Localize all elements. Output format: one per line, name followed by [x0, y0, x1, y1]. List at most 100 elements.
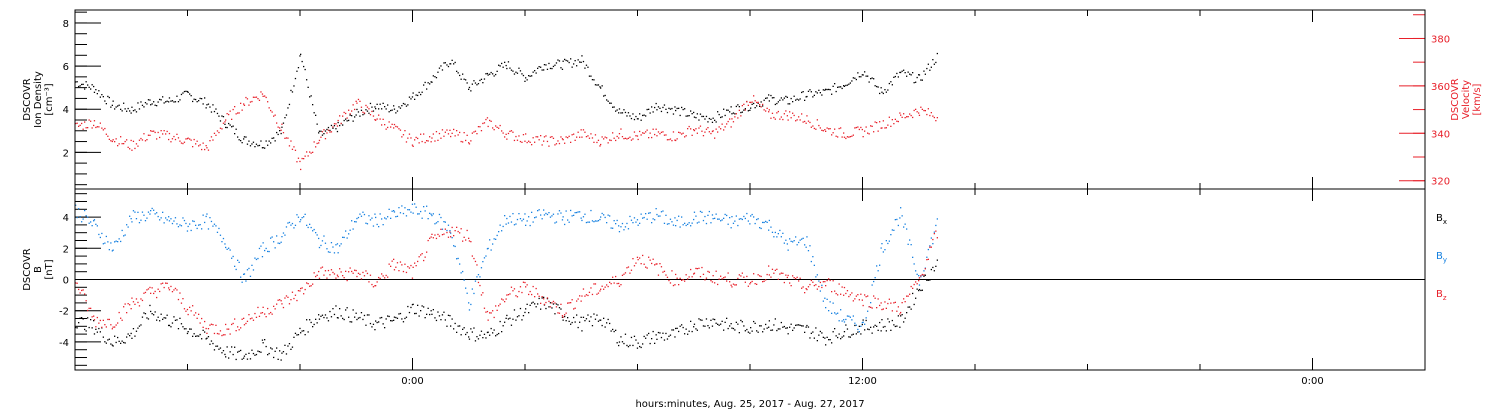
- velocity-point: [362, 111, 364, 113]
- density-point: [926, 67, 928, 70]
- by-point: [923, 270, 925, 272]
- density-point: [632, 113, 634, 115]
- density-point: [138, 108, 141, 110]
- by-point: [521, 220, 523, 222]
- bz-point: [76, 282, 78, 284]
- bx-point: [915, 297, 917, 299]
- velocity-point: [407, 137, 409, 139]
- velocity-point: [485, 118, 487, 121]
- bx-point: [473, 327, 475, 329]
- bz-point: [162, 282, 164, 284]
- density-point: [93, 85, 95, 88]
- density-point: [287, 107, 289, 109]
- velocity-point: [398, 128, 400, 130]
- bx-point: [449, 315, 451, 317]
- density-point: [720, 116, 722, 119]
- velocity-point: [554, 144, 556, 146]
- velocity-point: [812, 125, 814, 127]
- density-point: [202, 103, 204, 105]
- by-point: [451, 237, 453, 239]
- by-point: [166, 219, 168, 221]
- bx-point: [426, 313, 428, 315]
- by-point: [855, 324, 857, 326]
- velocity-point: [753, 95, 755, 97]
- by-point: [130, 218, 132, 220]
- bx-point: [147, 318, 150, 320]
- bz-point: [870, 306, 872, 308]
- bx-point: [688, 330, 690, 332]
- by-point: [441, 228, 444, 230]
- by-point: [588, 221, 591, 223]
- bz-point: [675, 273, 677, 276]
- by-point: [607, 214, 609, 216]
- bx-point: [417, 304, 419, 306]
- by-point: [655, 208, 657, 210]
- density-point: [807, 90, 810, 92]
- bz-point: [463, 236, 465, 238]
- density-point: [915, 81, 917, 83]
- by-point: [756, 218, 758, 221]
- by-point: [681, 216, 683, 218]
- bz-point: [168, 287, 170, 289]
- bx-point: [82, 318, 84, 320]
- by-point: [796, 244, 798, 246]
- by-point: [678, 215, 680, 217]
- density-point: [366, 110, 369, 112]
- density-point: [107, 95, 109, 98]
- density-point: [459, 74, 461, 77]
- by-point: [294, 224, 297, 226]
- density-point: [434, 76, 436, 78]
- density-point: [782, 99, 784, 101]
- bz-point: [499, 303, 501, 305]
- bz-point: [300, 287, 302, 290]
- bz-point: [95, 326, 97, 328]
- legend-label: B: [1436, 289, 1443, 300]
- bz-point: [430, 236, 432, 238]
- density-point: [268, 140, 270, 142]
- bx-point: [735, 321, 737, 323]
- by-point: [779, 229, 781, 232]
- density-point: [101, 94, 103, 96]
- bx-point: [219, 347, 222, 349]
- velocity-point: [783, 113, 785, 115]
- by-point: [585, 221, 588, 224]
- by-point: [440, 216, 442, 219]
- bx-point: [159, 320, 161, 322]
- velocity-point: [890, 125, 892, 127]
- velocity-point: [904, 117, 906, 119]
- by-point: [382, 224, 384, 226]
- velocity-point: [528, 140, 530, 142]
- velocity-point: [417, 137, 419, 140]
- by-point: [204, 221, 206, 224]
- by-point: [912, 256, 914, 258]
- bx-point: [522, 315, 525, 317]
- by-point: [407, 209, 409, 211]
- bz-point: [333, 273, 336, 275]
- axis-title-line: DSCOVR: [1450, 78, 1461, 121]
- bz-point: [711, 281, 714, 283]
- density-point: [714, 119, 716, 121]
- by-point: [671, 221, 673, 223]
- density-point: [423, 84, 425, 86]
- by-point: [774, 231, 776, 234]
- velocity-point: [297, 157, 300, 159]
- by-point: [513, 224, 516, 226]
- bx-point: [582, 316, 585, 318]
- density-point: [221, 115, 223, 117]
- by-point: [835, 313, 837, 315]
- bz-point: [662, 271, 664, 273]
- velocity-point: [529, 141, 531, 143]
- bz-point: [411, 277, 414, 279]
- density-point: [731, 113, 733, 115]
- velocity-point: [180, 142, 183, 144]
- by-point: [98, 233, 100, 236]
- velocity-point: [258, 99, 261, 101]
- velocity-point: [346, 117, 348, 119]
- velocity-point: [213, 132, 216, 134]
- bz-point: [210, 323, 213, 325]
- bx-point: [771, 329, 774, 331]
- bz-point: [718, 278, 720, 280]
- density-point: [99, 96, 101, 98]
- bz-point: [190, 310, 192, 312]
- by-point: [558, 210, 561, 212]
